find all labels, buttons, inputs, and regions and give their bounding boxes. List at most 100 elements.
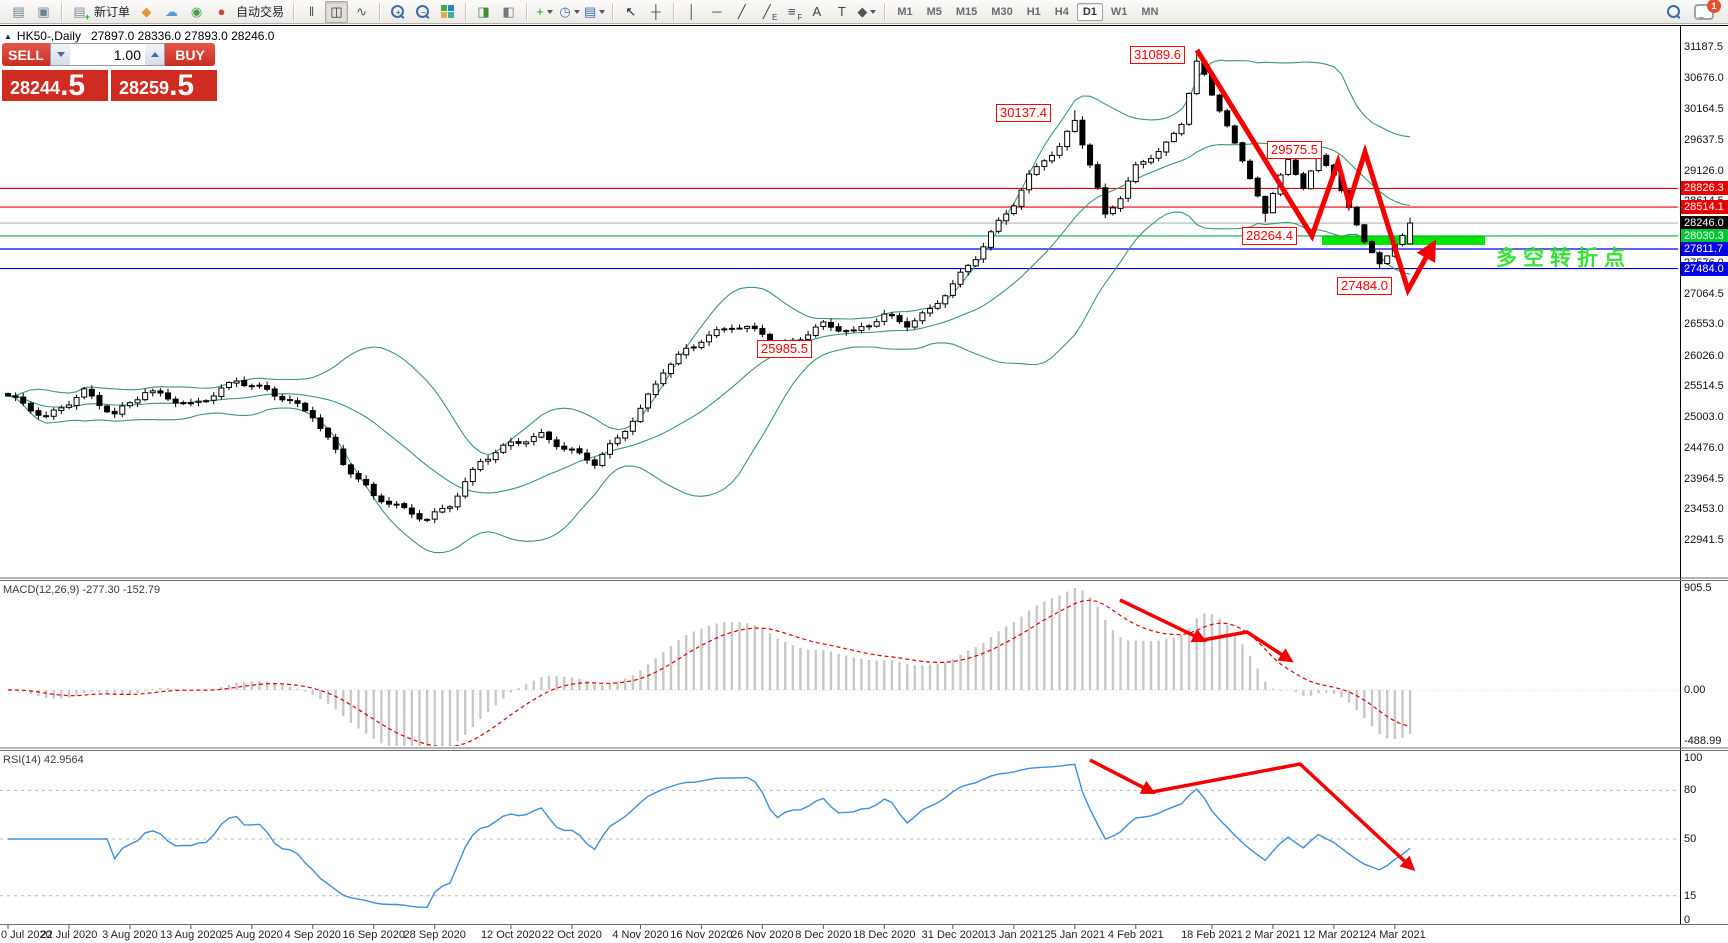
alerts-icon[interactable]: ◆ <box>135 1 158 23</box>
candle <box>157 390 164 394</box>
volume-increase-button[interactable] <box>145 44 164 65</box>
fibonacci-icon[interactable]: ≡ F <box>788 4 803 22</box>
notifications-icon[interactable]: 1 <box>1694 0 1721 20</box>
candle <box>980 246 987 260</box>
date-label: 13 Aug 2020 <box>159 929 222 941</box>
macd-axis-tick: -488.99 <box>1684 735 1722 747</box>
crosshair-icon[interactable]: ┼ <box>644 1 667 23</box>
channel-icon[interactable]: ╱ E <box>762 4 778 22</box>
price-callout-30137.4[interactable]: 30137.4 <box>996 104 1051 122</box>
candle <box>1399 234 1406 245</box>
candle <box>73 397 80 407</box>
candlestick-chart-icon[interactable]: ◫ <box>325 0 349 23</box>
sell-price[interactable]: 28244 .5 <box>2 70 108 101</box>
price-axis-tick: 25003.0 <box>1684 410 1724 423</box>
cursor-icon[interactable]: ↖ <box>619 1 642 23</box>
zoom-out-icon[interactable]: − <box>411 1 434 23</box>
candle <box>233 380 240 384</box>
template-icon[interactable]: ▤ <box>583 1 606 23</box>
price-callout-27484.0[interactable]: 27484.0 <box>1337 277 1392 295</box>
candle <box>805 334 812 340</box>
trend-arrow[interactable] <box>1089 758 1156 795</box>
timeframe-m1[interactable]: M1 <box>897 5 913 18</box>
trend-arrow[interactable] <box>1119 598 1207 643</box>
buy-button[interactable]: BUY <box>165 43 215 66</box>
bar-chart-icon[interactable]: ‖ <box>300 1 323 23</box>
volume-input[interactable] <box>70 44 145 65</box>
tile-windows-icon[interactable] <box>436 1 459 23</box>
date-label: 25 Jan 2021 <box>1044 929 1106 941</box>
candle <box>942 295 949 305</box>
cascade-windows-icon[interactable]: ◧ <box>497 1 520 23</box>
price-callout-31089.6[interactable]: 31089.6 <box>1130 46 1185 64</box>
candle <box>1018 189 1025 207</box>
add-indicator-button: + <box>536 4 544 19</box>
volume-decrease-button[interactable] <box>51 44 70 65</box>
charts-window-icon[interactable]: ▤ <box>7 1 30 23</box>
price-callout-28264.4[interactable]: 28264.4 <box>1242 227 1297 245</box>
timeframe-mn[interactable]: MN <box>1141 5 1159 18</box>
chart-annotation-text: 多空转折点 <box>1496 247 1631 270</box>
candle <box>614 437 621 445</box>
trendline-icon[interactable]: ╱ <box>730 1 753 23</box>
new-order-button[interactable]: ▤ + <box>73 4 90 22</box>
candle <box>5 393 11 397</box>
price-callout-29575.5[interactable]: 29575.5 <box>1267 141 1322 159</box>
toolbar-separator <box>884 2 886 21</box>
candle <box>850 329 857 332</box>
candle <box>546 431 553 440</box>
volume-stepper <box>50 43 165 66</box>
trend-arrow[interactable] <box>1202 630 1294 663</box>
shapes-icon[interactable]: ◆ <box>855 1 878 23</box>
toolbar-separator <box>293 2 295 21</box>
period-icon[interactable]: ◷ <box>558 1 581 23</box>
community-icon[interactable]: ☁ <box>160 1 183 23</box>
trend-arrow[interactable] <box>1151 762 1416 872</box>
dropdown-caret-icon <box>573 9 580 14</box>
timeframe-d1[interactable]: D1 <box>1076 2 1103 21</box>
candle <box>286 399 293 402</box>
timeframe-w1[interactable]: W1 <box>1110 5 1128 18</box>
candle <box>294 400 301 404</box>
candle <box>363 478 370 486</box>
rsi-axis-tick: 80 <box>1684 784 1697 797</box>
notification-badge: 1 <box>1707 0 1721 13</box>
candle <box>1193 60 1200 95</box>
candle <box>919 312 926 322</box>
add-indicator-button[interactable]: + <box>533 1 556 23</box>
auto-trading-button[interactable]: ● <box>210 1 233 23</box>
candle <box>1407 222 1414 245</box>
candle <box>1292 159 1299 175</box>
candle <box>1353 206 1360 226</box>
timeframe-m30[interactable]: M30 <box>991 5 1013 18</box>
price-axis-tick: 30164.5 <box>1684 102 1724 115</box>
candle <box>927 308 934 314</box>
text-icon[interactable]: A <box>805 1 828 23</box>
chart-magnifier-icon[interactable]: ▣ <box>32 1 55 23</box>
sell-button[interactable]: SELL <box>2 43 50 66</box>
line-chart-icon: ∿ <box>356 4 367 19</box>
timeframe-h1[interactable]: H1 <box>1026 5 1041 18</box>
candle <box>949 283 956 296</box>
auto-trading-button: ● <box>217 4 226 19</box>
candle <box>469 468 476 483</box>
candlestick-chart-icon: ◫ <box>330 4 343 19</box>
timeframe-h4[interactable]: H4 <box>1054 5 1069 18</box>
line-chart-icon[interactable]: ∿ <box>350 1 373 23</box>
search-icon[interactable] <box>1667 5 1680 18</box>
horizontal-line-icon[interactable]: ─ <box>705 1 728 23</box>
signals-icon[interactable]: ◉ <box>185 1 208 23</box>
timeframe-m15[interactable]: M15 <box>955 5 978 18</box>
candle <box>1071 119 1078 132</box>
price-callout-25985.5[interactable]: 25985.5 <box>757 340 812 358</box>
trend-arrow[interactable] <box>1194 48 1437 297</box>
zoom-in-icon[interactable]: + <box>386 1 409 23</box>
vertical-line-icon[interactable]: │ <box>680 1 703 23</box>
label-icon[interactable]: T <box>830 1 853 23</box>
candle <box>81 388 88 398</box>
buy-price[interactable]: 28259 .5 <box>111 70 217 101</box>
arrange-windows-icon[interactable]: ◨ <box>472 1 495 23</box>
trade-panel-toggle-icon[interactable]: ▲ <box>4 31 12 41</box>
timeframe-m5[interactable]: M5 <box>926 5 942 18</box>
